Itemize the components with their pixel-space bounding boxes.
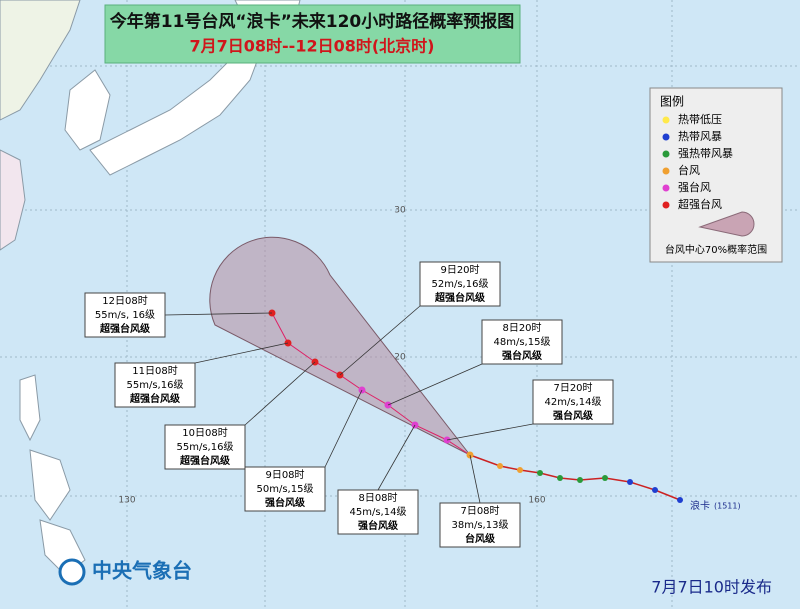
lon-label: 130 — [118, 496, 135, 506]
lat-label: 20 — [394, 353, 406, 363]
callout-grade: 强台风级 — [502, 349, 543, 362]
title: 今年第11号台风“浪卡”未来120小时路径概率预报图 — [110, 11, 515, 32]
callout-box — [114, 362, 196, 408]
callout-wind: 50m/s,15级 — [257, 483, 314, 495]
callout-box — [419, 261, 501, 307]
callout-time: 9日20时 — [440, 264, 479, 276]
storm-id: (1511) — [714, 502, 741, 511]
callout-wind: 38m/s,13级 — [452, 519, 509, 531]
legend-label: 强台风 — [678, 180, 711, 194]
leader-line — [446, 423, 534, 441]
legend-symbol — [662, 167, 670, 175]
callout-time: 9日08时 — [265, 469, 304, 481]
legend-symbol — [662, 116, 670, 124]
legend-symbol — [662, 184, 670, 192]
leader-line — [324, 389, 363, 468]
leader-line — [244, 361, 316, 426]
callout-grade: 强台风级 — [265, 496, 306, 509]
callout-box — [244, 466, 326, 512]
legend-label: 热带低压 — [678, 113, 722, 126]
leader-line — [194, 342, 289, 364]
lon-label: 160 — [528, 496, 545, 506]
callout-box — [532, 379, 614, 425]
callout-box — [164, 424, 246, 470]
agency-logo — [58, 558, 86, 586]
callout-grade: 台风级 — [465, 532, 496, 545]
track-point — [497, 463, 503, 469]
legend-label: 强热带风暴 — [678, 147, 733, 160]
track-point — [602, 475, 608, 481]
legend-symbol — [662, 133, 670, 141]
track-point — [517, 467, 523, 473]
legend-title: 图例 — [660, 95, 684, 109]
legend-cone-label: 台风中心70%概率范围 — [665, 243, 767, 256]
callout-wind: 48m/s,15级 — [494, 336, 551, 348]
callout-time: 7日08时 — [460, 505, 499, 517]
callout-box — [481, 319, 563, 365]
callout-box — [84, 292, 166, 338]
lat-label: 30 — [394, 206, 406, 216]
callout-grade: 超强台风级 — [179, 454, 231, 467]
callout-grade: 强台风级 — [553, 409, 594, 422]
callout-wind: 42m/s,14级 — [545, 396, 602, 408]
legend-symbol — [662, 150, 670, 158]
leader-line — [339, 305, 421, 376]
observed-track — [469, 454, 681, 501]
leader-line — [377, 424, 416, 491]
track-point — [627, 479, 633, 485]
legend-label: 热带风暴 — [678, 130, 722, 143]
track-point — [557, 475, 563, 481]
leader-line — [469, 454, 481, 504]
leader-line — [164, 312, 273, 316]
callout-time: 10日08时 — [182, 427, 227, 439]
callout-wind: 55m/s,16级 — [177, 441, 234, 453]
track-point — [652, 487, 658, 493]
track-point — [577, 477, 583, 483]
legend-symbol — [662, 201, 670, 209]
callout-grade: 超强台风级 — [99, 322, 151, 335]
track-point — [677, 497, 683, 503]
callout-time: 8日08时 — [358, 492, 397, 504]
callout-grade: 超强台风级 — [129, 392, 181, 405]
track-point — [537, 470, 543, 476]
callout-time: 7日20时 — [553, 382, 592, 394]
callout-box — [439, 502, 521, 548]
callout-grade: 强台风级 — [358, 519, 399, 532]
legend-label: 超强台风 — [678, 197, 722, 211]
legend-label: 台风 — [678, 163, 700, 177]
callout-wind: 45m/s,14级 — [350, 506, 407, 518]
callout-wind: 55m/s, 16级 — [95, 309, 155, 321]
agency: 中央气象台 — [92, 559, 192, 583]
subtitle: 7月7日08时--12日08时(北京时) — [190, 37, 435, 56]
issued: 7月7日10时发布 — [651, 578, 772, 597]
probability-cone — [209, 236, 471, 456]
title-box — [104, 4, 521, 64]
legend-box — [649, 87, 783, 263]
storm-name: 浪卡 — [690, 499, 710, 512]
callout-time: 11日08时 — [132, 365, 177, 377]
leader-line — [387, 363, 483, 406]
callout-wind: 55m/s,16级 — [127, 379, 184, 391]
callout-time: 12日08时 — [102, 295, 147, 307]
callout-time: 8日20时 — [502, 322, 541, 334]
callout-wind: 52m/s,16级 — [432, 278, 489, 290]
callout-box — [337, 489, 419, 535]
callout-grade: 超强台风级 — [434, 291, 486, 304]
legend-cone — [698, 211, 755, 237]
